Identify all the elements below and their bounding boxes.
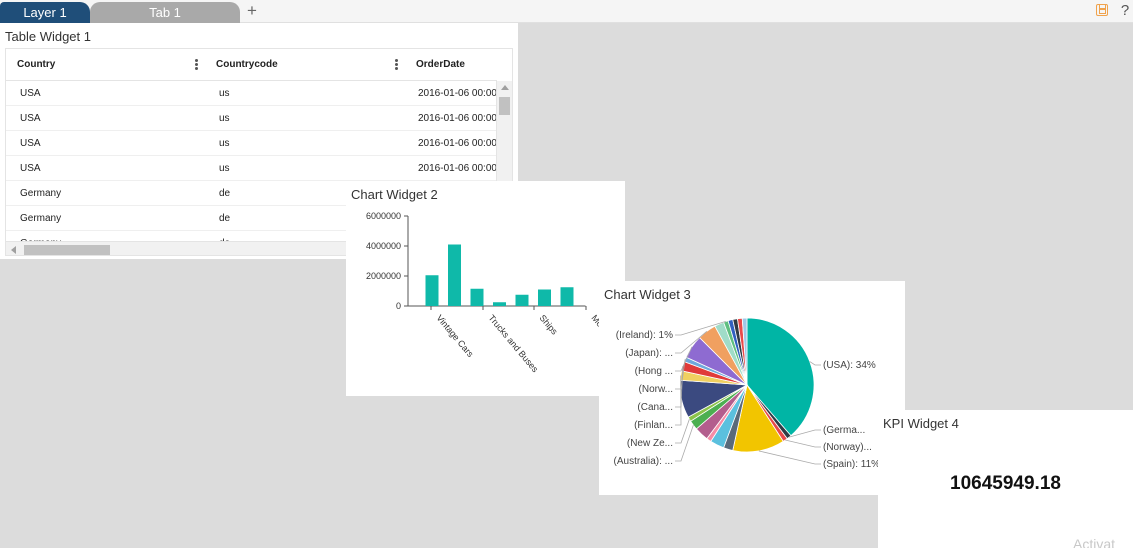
column-menu-icon[interactable] (195, 59, 199, 71)
x-tick-label: Trucks and Buses (486, 313, 540, 375)
x-tick-label: Ships (537, 313, 559, 337)
column-header-country[interactable]: Country (17, 59, 56, 70)
pie-label: (Ireland): 1% (616, 330, 673, 341)
pie-label-leader (675, 425, 694, 462)
table-cell: USA (20, 163, 41, 174)
pie-chart-widget: Chart Widget 3 (USA): 34% (Germa... (Norwa… (599, 281, 905, 495)
bar (515, 294, 529, 306)
table-row[interactable]: USA us 2016-01-06 00:00 (6, 156, 496, 181)
bar (425, 275, 439, 306)
table-header: Country Countrycode OrderDate (6, 49, 497, 81)
scrollbar-thumb[interactable] (24, 245, 110, 255)
table-cell: us (219, 113, 230, 124)
column-menu-icon[interactable] (395, 59, 399, 71)
widget-title: Chart Widget 2 (351, 187, 438, 202)
table-row[interactable]: USA us 2016-01-06 00:00 (6, 106, 496, 131)
table-cell: us (219, 163, 230, 174)
table-cell: USA (20, 113, 41, 124)
pie-chart: (USA): 34% (Germa... (Norway)... (Spain): 1… (614, 317, 880, 470)
pie-label: (Norw... (639, 384, 673, 395)
pie-label-leader (785, 439, 821, 448)
table-cell: us (219, 88, 230, 99)
table-row[interactable]: USA us 2016-01-06 00:00 (6, 131, 496, 156)
pie-label-leader (675, 321, 726, 336)
table-cell: 2016-01-06 00:00 (418, 88, 496, 99)
pie-label-leader (675, 375, 682, 426)
bar (560, 287, 574, 306)
add-tab-button[interactable]: + (247, 1, 257, 20)
pie-label-leader (675, 419, 690, 444)
pie-label-leader (788, 429, 821, 438)
table-widget: Table Widget 1 Country Countrycode Order… (0, 23, 518, 259)
y-tick-label: 0 (396, 301, 401, 311)
y-tick-label: 2000000 (366, 271, 401, 281)
pie-label: (Japan): ... (625, 348, 673, 359)
tab-layer-1[interactable]: Layer 1 (0, 2, 90, 23)
pie-label: (Spain): 11% (823, 459, 880, 470)
bar (493, 302, 506, 306)
table-cell: de (219, 213, 231, 224)
pie-label: (Australia): ... (614, 456, 673, 467)
bar-chart: 0 2000000 4000000 6000000 Vintage Cars Trucks… (366, 211, 605, 375)
table-cell: us (219, 138, 230, 149)
scrollbar-thumb[interactable] (499, 97, 510, 115)
table-cell: Germany (20, 188, 62, 199)
pie-label: (Germa... (823, 425, 865, 436)
pie-label-leader (758, 450, 821, 465)
table-cell: USA (20, 138, 41, 149)
pie-slice (741, 317, 748, 386)
pie-label: (Hong ... (635, 366, 673, 377)
widget-title: KPI Widget 4 (883, 416, 959, 431)
table-cell: 2016-01-06 00:00 (418, 138, 496, 149)
pie-slice (746, 317, 815, 437)
activation-watermark: Activat (1073, 536, 1116, 548)
scroll-left-icon[interactable] (11, 246, 16, 254)
table-cell: 2016-01-06 00:00 (418, 163, 496, 174)
table-cell: Germany (20, 213, 62, 224)
tab-1[interactable]: Tab 1 (90, 2, 240, 23)
pie-label: (Norway)... (823, 442, 872, 453)
table-cell: 2016-01-06 00:00 (418, 113, 496, 124)
widget-title: Table Widget 1 (5, 29, 91, 44)
bar (538, 289, 551, 306)
pie-label: (New Ze... (627, 438, 673, 449)
table-row[interactable]: USA us 2016-01-06 00:00 (6, 81, 496, 106)
y-tick-label: 6000000 (366, 211, 401, 221)
bar (470, 288, 484, 306)
pie-label-leader (675, 331, 708, 354)
widget-title: Chart Widget 3 (604, 287, 691, 302)
pie-label: (USA): 34% (823, 360, 876, 371)
column-header-orderdate[interactable]: OrderDate (416, 59, 465, 70)
bar (448, 244, 461, 306)
column-header-countrycode[interactable]: Countrycode (216, 59, 278, 70)
table-cell: USA (20, 88, 41, 99)
pie-label-leader (809, 361, 821, 366)
table-cell: de (219, 188, 231, 199)
save-icon[interactable] (1096, 4, 1108, 16)
bar-chart-widget: Chart Widget 2 0 2000000 4000000 6000000 Vin… (346, 181, 625, 396)
help-icon[interactable]: ? (1120, 2, 1130, 19)
kpi-widget: KPI Widget 4 10645949.18 (878, 410, 1133, 548)
y-tick-label: 4000000 (366, 241, 401, 251)
pie-label: (Finlan... (634, 420, 673, 431)
pie-label-leader (675, 346, 693, 372)
scroll-up-icon[interactable] (501, 85, 509, 90)
tab-bar: Layer 1 Tab 1 + ? (0, 0, 1133, 23)
pie-label: (Cana... (637, 402, 673, 413)
kpi-value: 10645949.18 (950, 473, 1061, 494)
x-tick-label: Vintage Cars (434, 313, 475, 360)
